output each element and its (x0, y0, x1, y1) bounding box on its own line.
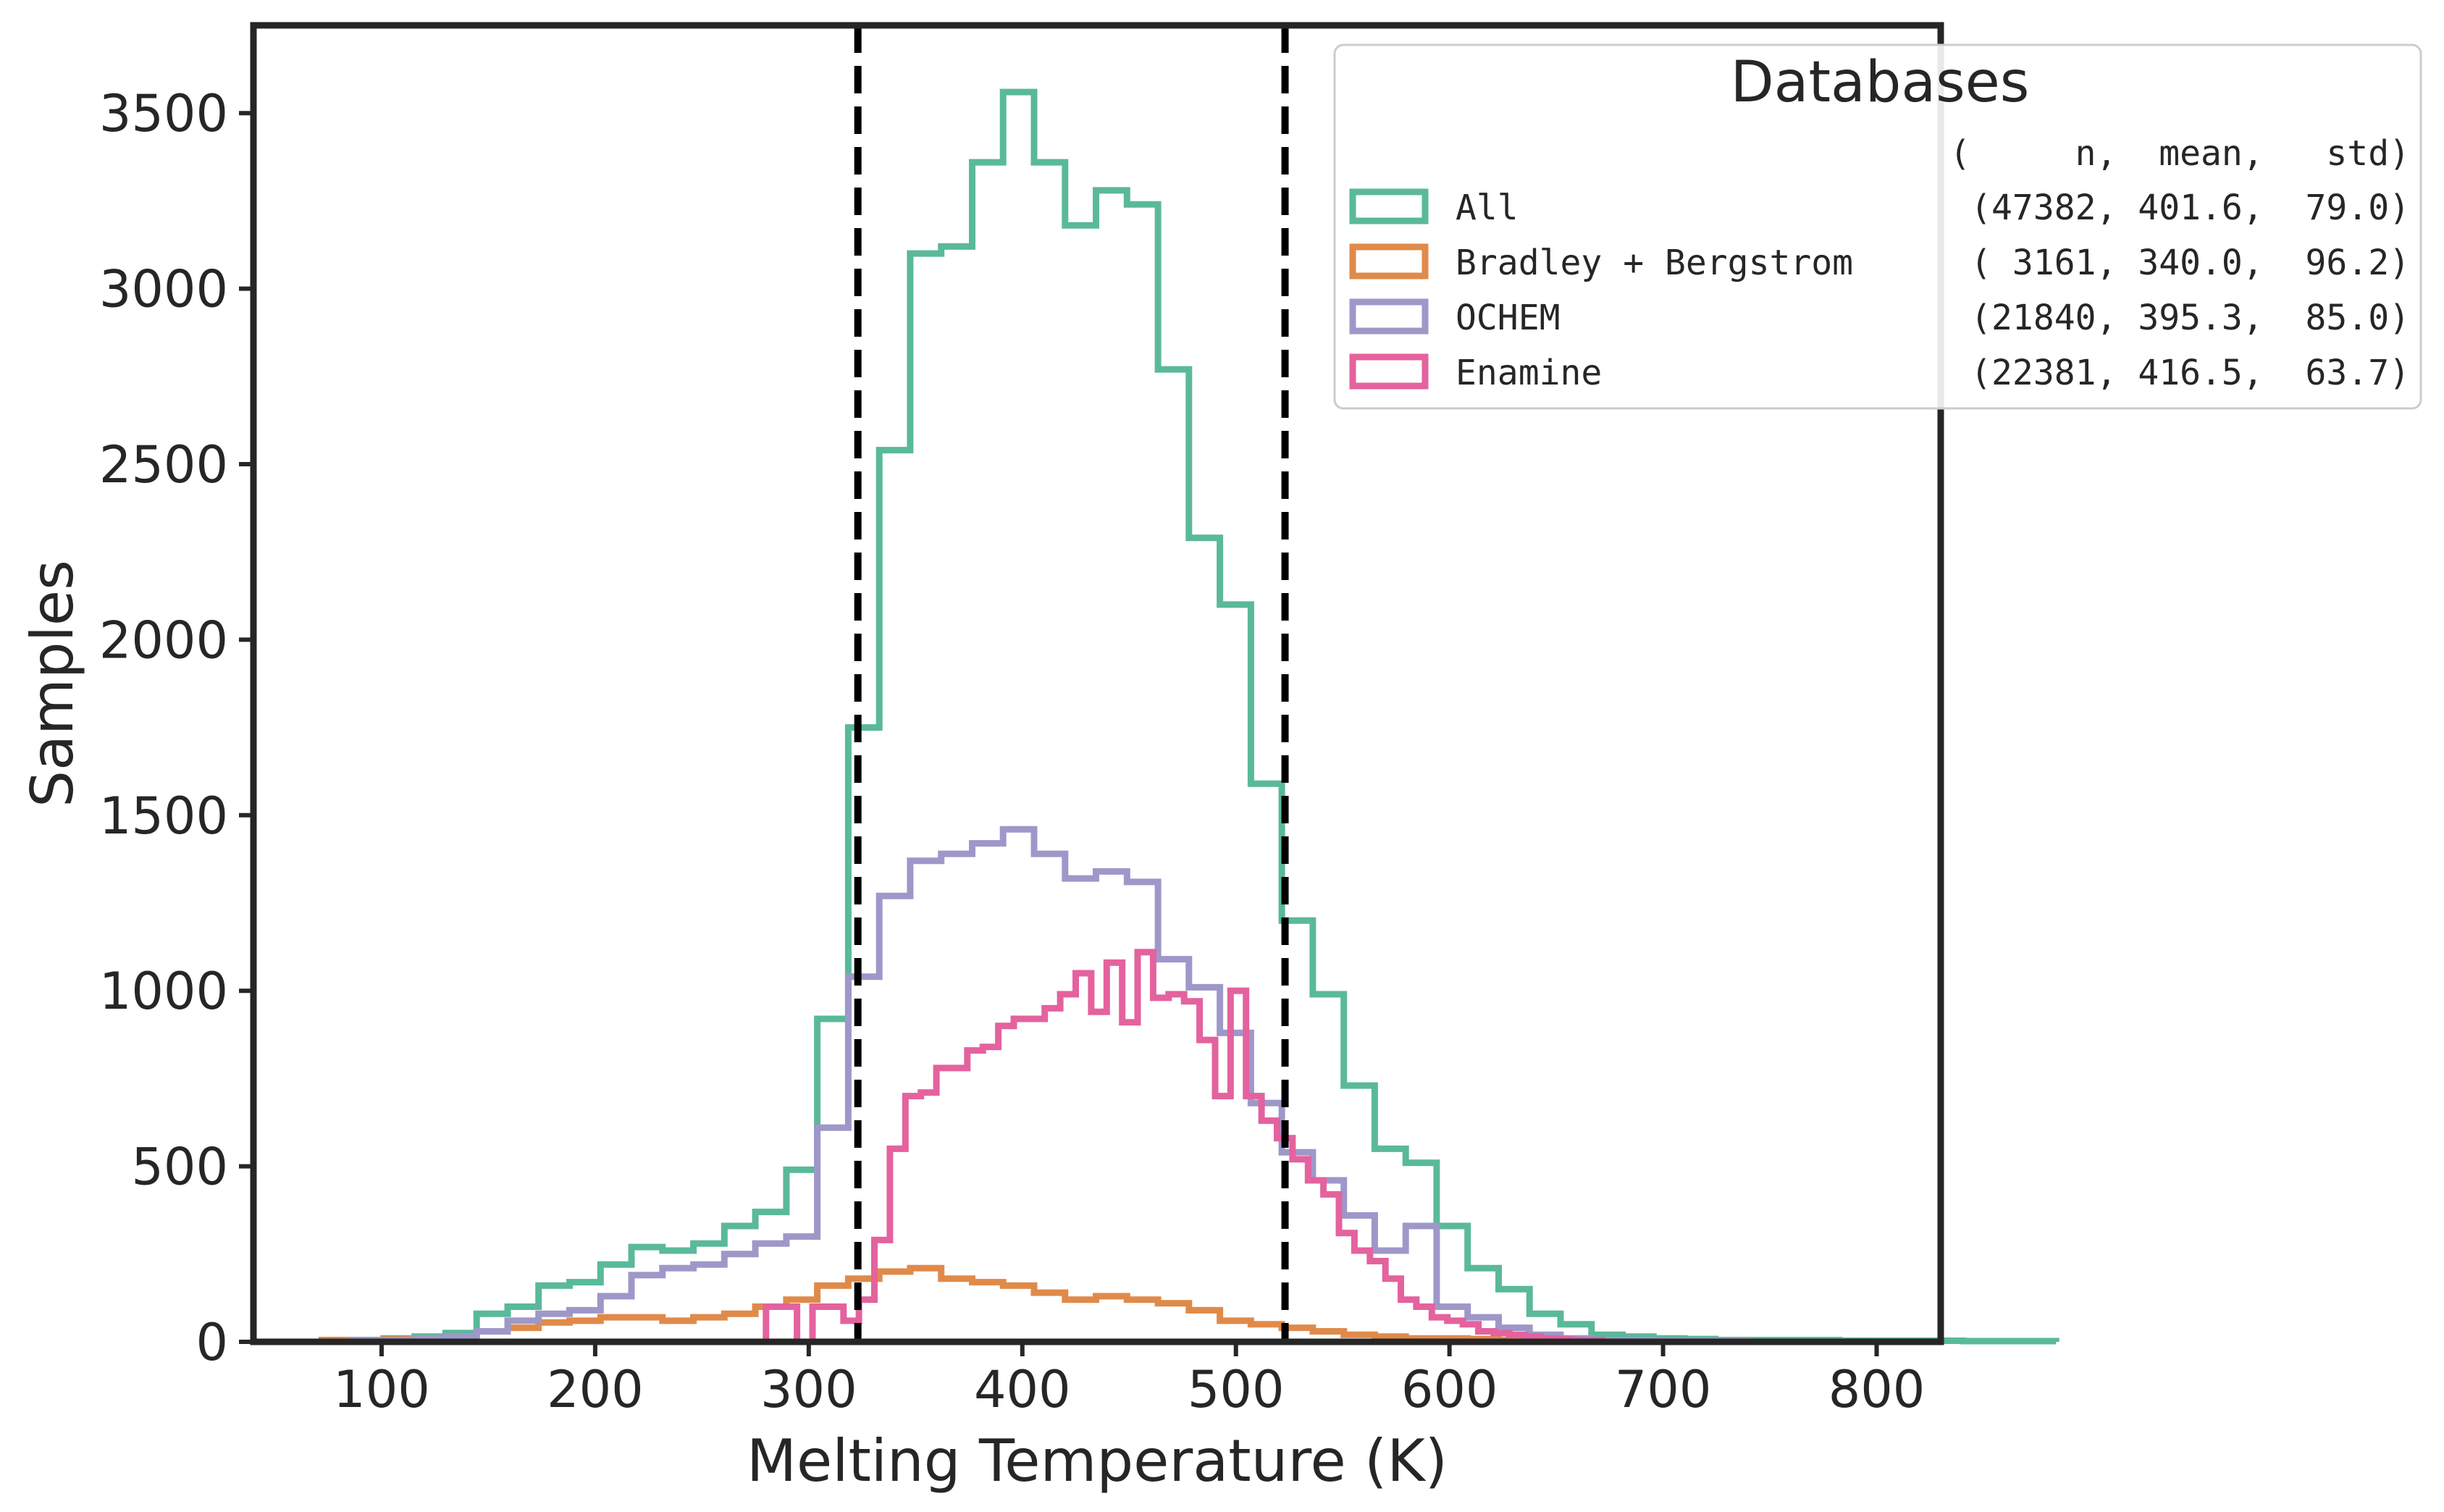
x-tick-label: 200 (547, 1360, 644, 1419)
y-tick-label: 0 (196, 1313, 228, 1372)
legend-label: Bradley + Bergstrom (1456, 243, 1853, 283)
legend-stats: ( 3161, 340.0, 96.2) (1970, 243, 2410, 283)
legend-swatch (1349, 353, 1429, 390)
y-tick-label: 500 (131, 1138, 228, 1197)
series-layer (318, 88, 2059, 1345)
legend-stats: (47382, 401.6, 79.0) (1970, 188, 2410, 228)
legend-entries: All (47382, 401.6, 79.0) Bradley + Bergstr… (1349, 188, 2410, 393)
x-tick-label: 800 (1828, 1360, 1926, 1419)
y-axis-title: Samples (19, 560, 86, 807)
y-tick-label: 2500 (99, 435, 228, 495)
legend-header: ( n, mean, std) (1949, 133, 2410, 174)
legend-box (1333, 43, 2422, 410)
legend-title: Databases (1731, 50, 2030, 115)
series-line-ochem (322, 826, 1750, 1345)
legend: Databases ( n, mean, std) All (47382, 401… (1333, 43, 2422, 410)
legend-label: All (1456, 188, 1519, 228)
y-tick-label: 1500 (99, 786, 228, 846)
x-tick-label: 600 (1401, 1360, 1498, 1419)
y-axis-ticks: 0 500 1000 1500 2000 2500 3000 3500 (99, 84, 253, 1372)
x-tick-label: 700 (1615, 1360, 1712, 1419)
y-tick-label: 2000 (99, 610, 228, 670)
legend-stats: (22381, 416.5, 63.7) (1970, 353, 2410, 393)
y-tick-label: 3000 (99, 260, 228, 319)
legend-swatch (1349, 188, 1429, 224)
y-tick-label: 1000 (99, 962, 228, 1021)
x-axis-ticks: 100 200 300 400 500 600 700 800 (333, 1342, 1925, 1419)
legend-swatch (1349, 298, 1429, 335)
x-tick-label: 300 (760, 1360, 857, 1419)
series-line-enamine (763, 949, 1605, 1345)
x-tick-label: 100 (333, 1360, 430, 1419)
legend-stats: (21840, 395.3, 85.0) (1970, 298, 2410, 338)
x-tick-label: 400 (974, 1360, 1071, 1419)
legend-label: OCHEM (1456, 298, 1561, 338)
y-tick-label: 3500 (99, 84, 228, 143)
plot-frame (250, 22, 1944, 1345)
reference-lines (854, 25, 1289, 1342)
x-axis-title: Melting Temperature (K) (747, 1427, 1448, 1495)
legend-swatch (1349, 243, 1429, 280)
series-line-bradley-bergstrom (318, 1264, 1750, 1345)
legend-label: Enamine (1456, 353, 1602, 393)
x-tick-label: 500 (1188, 1360, 1285, 1419)
